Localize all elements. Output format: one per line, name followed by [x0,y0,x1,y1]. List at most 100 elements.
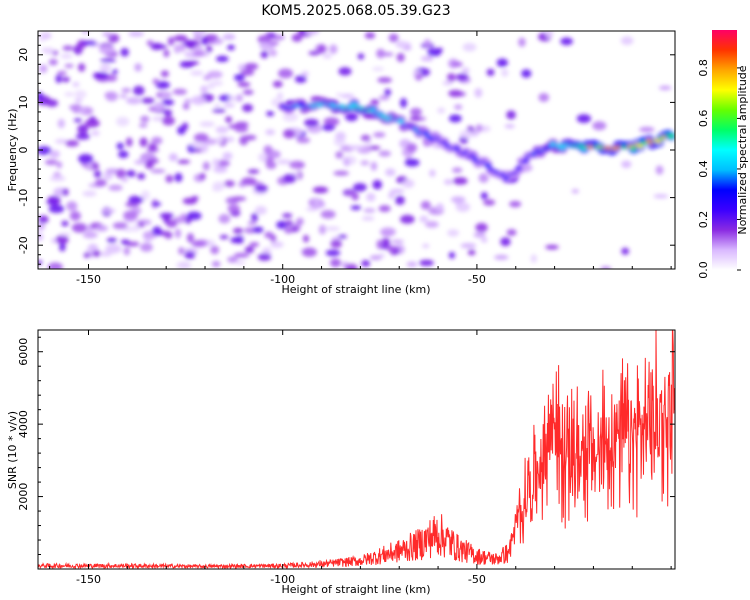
heatmap-cell [357,53,365,60]
heatmap-cell [268,49,278,57]
heatmap-cell [269,41,279,46]
heatmap-cell [224,180,235,187]
heatmap-cell [501,69,509,77]
heatmap-cell [201,37,209,46]
heatmap-cell [41,47,48,53]
heatmap-cell [116,116,130,127]
heatmap-cell [461,67,470,75]
heatmap-cell [38,215,49,224]
heatmap-cell [521,69,532,78]
snr-x-tick-label: -50 [468,573,486,586]
heatmap-cell [55,74,62,84]
heatmap-cell [153,44,168,50]
heatmap-cell [137,172,146,180]
heatmap-cell [254,184,268,193]
heatmap-cell [134,159,147,165]
heatmap-cell [325,249,341,257]
heatmap-cell [240,69,255,76]
heatmap-cell [226,44,235,51]
heatmap-cell [155,81,170,89]
heatmap-cell [475,222,488,233]
snr-y-tick-label: 6000 [17,338,30,366]
heatmap-cell [168,153,178,162]
heatmap-cell [66,201,78,212]
heatmap-cell [409,115,422,122]
heatmap-cell [486,68,495,77]
heatmap-cell [448,251,456,259]
ridge-core [667,133,675,139]
heatmap-cell [241,177,257,186]
heatmap-cell [363,208,376,213]
heatmap-cell [235,260,246,265]
heatmap-cell [422,243,430,249]
heatmap-cell [378,95,390,101]
heatmap-cell [60,53,73,59]
spectrogram-x-tick-label: -150 [76,273,101,286]
heatmap-cell [451,167,463,173]
heatmap-cell [126,170,136,178]
heatmap-cell [335,151,344,159]
heatmap-cell [185,60,200,66]
heatmap-cell [105,168,120,174]
heatmap-cell [330,239,342,249]
heatmap-cell [212,158,220,167]
colorbar-tick-label: 0.4 [697,160,710,178]
heatmap-cell [125,137,133,147]
heatmap-cell [105,91,119,102]
heatmap-cell [335,131,346,141]
heatmap-cell [85,163,94,170]
heatmap-cell [77,124,89,135]
heatmap-cell [162,115,175,126]
heatmap-cell [260,50,269,59]
heatmap-cell [277,68,294,79]
heatmap-cell [592,121,607,131]
heatmap-cell [373,132,386,138]
heatmap-cell [385,245,397,252]
heatmap-cell [83,252,92,258]
heatmap-cell [41,32,52,40]
heatmap-cell [415,73,423,81]
heatmap-cell [538,92,550,102]
heatmap-cell [285,220,294,227]
heatmap-cell [163,109,173,117]
heatmap-cell [177,159,191,164]
heatmap-cell [64,92,74,97]
heatmap-cell [82,190,97,197]
heatmap-cell [483,199,496,206]
heatmap-cell [406,143,418,153]
heatmap-cell [65,139,80,147]
heatmap-cell [203,75,211,81]
heatmap-cell [71,223,88,233]
heatmap-cell [364,32,376,39]
heatmap-cell [178,247,185,255]
heatmap-cell [242,89,254,95]
heatmap-cell [350,205,362,211]
heatmap-cell [301,247,317,257]
heatmap-cell [186,233,195,243]
heatmap-cell [423,39,431,47]
heatmap-cell [141,190,150,201]
heatmap-cell [148,142,158,152]
heatmap-cell [448,89,463,98]
heatmap-cell [183,39,196,47]
heatmap-cell [234,121,249,128]
snr-x-tick-label: -100 [270,573,295,586]
heatmap-cell [92,250,101,257]
heatmap-cell [282,173,297,184]
heatmap-cell [425,220,439,228]
snr-x-tick-label: -150 [76,573,101,586]
heatmap-cell [233,252,250,258]
heatmap-cell [173,44,181,54]
heatmap-cell [123,210,139,220]
heatmap-cell [344,190,355,196]
heatmap-cell [49,175,66,182]
heatmap-cell [506,110,516,120]
heatmap-cell [313,198,321,207]
heatmap-cell [119,94,127,99]
heatmap-cell [378,150,391,157]
heatmap-cell [138,123,148,128]
heatmap-cell [57,70,67,76]
heatmap-cell [75,133,91,140]
heatmap-cell [390,188,405,194]
